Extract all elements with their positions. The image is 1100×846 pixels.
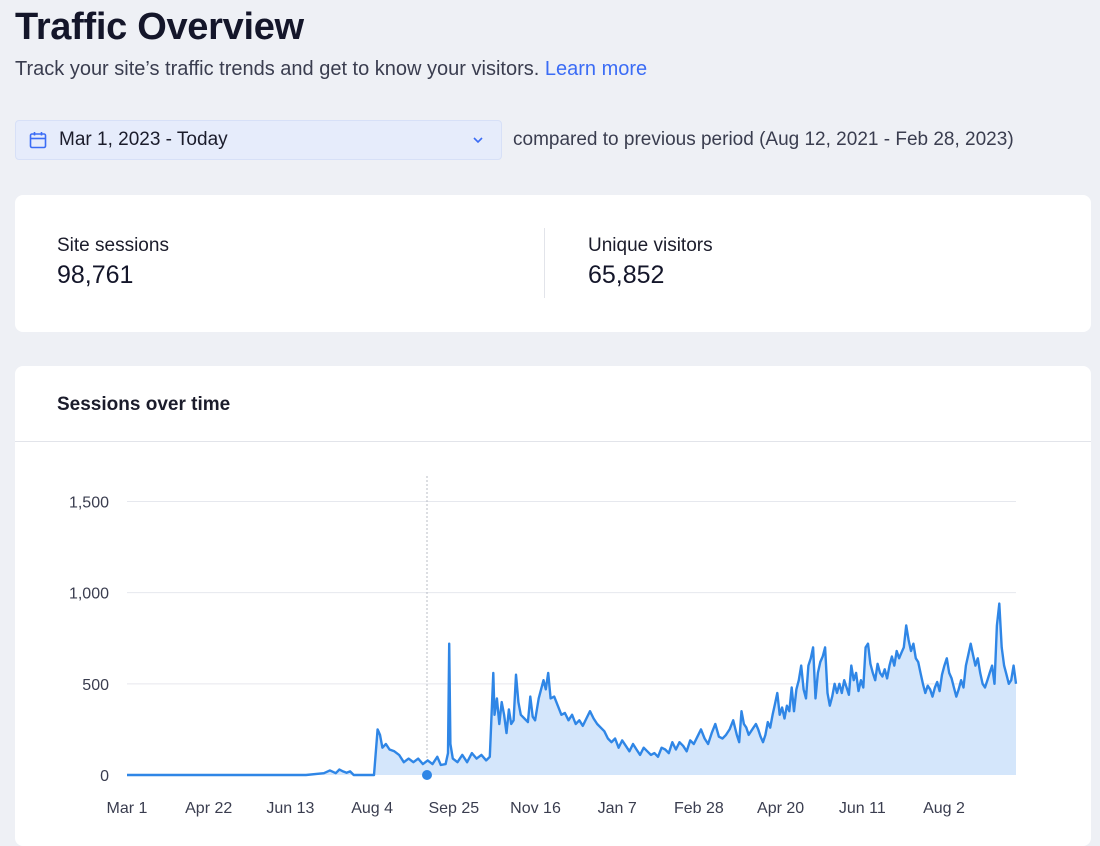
comparison-text: compared to previous period (Aug 12, 202… bbox=[513, 129, 1014, 150]
x-tick-label: Jan 7 bbox=[598, 800, 637, 817]
y-tick-label: 500 bbox=[82, 677, 109, 694]
sessions-chart[interactable]: 0 500 1,000 1,500 Mar 1 Apr 22 Jun 13 Aug 4 Sep … bbox=[15, 366, 1091, 833]
x-tick-label: Nov 16 bbox=[510, 800, 561, 817]
x-tick-label: Aug 2 bbox=[923, 800, 965, 817]
x-tick-label: Jun 13 bbox=[266, 800, 314, 817]
page-subtitle: Track your site’s traffic trends and get… bbox=[15, 58, 647, 81]
stat-label: Site sessions bbox=[57, 235, 169, 256]
x-tick-label: Jun 11 bbox=[839, 800, 886, 817]
y-tick-label: 1,500 bbox=[69, 495, 109, 512]
sessions-chart-card: Sessions over time 0 500 1,000 1,500 Mar 1 Ap… bbox=[15, 366, 1091, 846]
page-title: Traffic Overview bbox=[15, 6, 304, 48]
x-tick-label: Mar 1 bbox=[107, 800, 148, 817]
x-tick-label: Sep 25 bbox=[428, 800, 479, 817]
stat-value: 65,852 bbox=[588, 261, 665, 289]
date-range-value: Mar 1, 2023 - Today bbox=[59, 129, 228, 150]
calendar-icon bbox=[28, 130, 48, 150]
stats-card: Site sessions 98,761 Unique visitors 65,… bbox=[15, 195, 1091, 332]
y-tick-label: 0 bbox=[100, 768, 109, 785]
stat-value: 98,761 bbox=[57, 261, 134, 289]
x-tick-label: Feb 28 bbox=[674, 800, 724, 817]
highlight-point bbox=[422, 770, 432, 780]
x-tick-label: Apr 22 bbox=[185, 800, 232, 817]
unique-visitors-stat: Unique visitors 65,852 bbox=[588, 235, 713, 290]
x-tick-label: Aug 4 bbox=[351, 800, 393, 817]
date-filter-row: Mar 1, 2023 - Today compared to previous… bbox=[15, 120, 1014, 160]
stats-divider bbox=[544, 228, 545, 298]
chart-header-divider bbox=[15, 441, 1091, 442]
series-line bbox=[127, 602, 1018, 777]
x-tick-label: Apr 20 bbox=[757, 800, 804, 817]
learn-more-link[interactable]: Learn more bbox=[544, 58, 648, 80]
stat-label: Unique visitors bbox=[588, 235, 713, 256]
chevron-down-icon bbox=[471, 133, 485, 147]
chart-title: Sessions over time bbox=[57, 394, 231, 415]
subtitle-text: Track your site’s traffic trends and get… bbox=[15, 58, 540, 80]
site-sessions-stat: Site sessions 98,761 bbox=[57, 235, 169, 290]
y-tick-label: 1,000 bbox=[69, 586, 109, 603]
date-range-picker[interactable]: Mar 1, 2023 - Today bbox=[15, 120, 502, 160]
series-area bbox=[127, 603, 1016, 775]
